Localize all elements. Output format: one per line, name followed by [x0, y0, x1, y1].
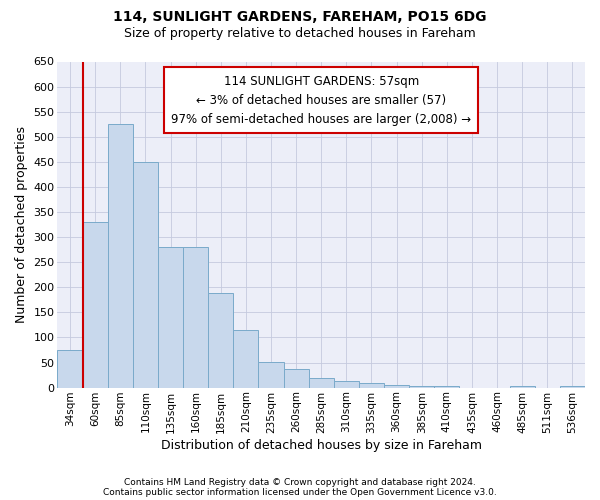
- Text: 114, SUNLIGHT GARDENS, FAREHAM, PO15 6DG: 114, SUNLIGHT GARDENS, FAREHAM, PO15 6DG: [113, 10, 487, 24]
- Bar: [509, 386, 535, 388]
- Bar: [409, 386, 434, 388]
- Bar: [259, 362, 284, 388]
- Bar: [334, 381, 359, 388]
- Bar: [284, 369, 308, 388]
- Bar: [434, 386, 460, 388]
- Bar: [183, 247, 208, 388]
- Text: Size of property relative to detached houses in Fareham: Size of property relative to detached ho…: [124, 28, 476, 40]
- Text: 114 SUNLIGHT GARDENS: 57sqm
← 3% of detached houses are smaller (57)
97% of semi: 114 SUNLIGHT GARDENS: 57sqm ← 3% of deta…: [171, 74, 471, 126]
- Bar: [58, 350, 83, 388]
- Bar: [108, 124, 133, 388]
- Y-axis label: Number of detached properties: Number of detached properties: [15, 126, 28, 323]
- Bar: [308, 378, 334, 388]
- Bar: [233, 330, 259, 388]
- Bar: [384, 384, 409, 388]
- Bar: [158, 247, 183, 388]
- X-axis label: Distribution of detached houses by size in Fareham: Distribution of detached houses by size …: [161, 440, 482, 452]
- Text: Contains public sector information licensed under the Open Government Licence v3: Contains public sector information licen…: [103, 488, 497, 497]
- Bar: [133, 162, 158, 388]
- Bar: [208, 294, 233, 388]
- Bar: [359, 383, 384, 388]
- Bar: [83, 222, 108, 388]
- Bar: [560, 386, 585, 388]
- Text: Contains HM Land Registry data © Crown copyright and database right 2024.: Contains HM Land Registry data © Crown c…: [124, 478, 476, 487]
